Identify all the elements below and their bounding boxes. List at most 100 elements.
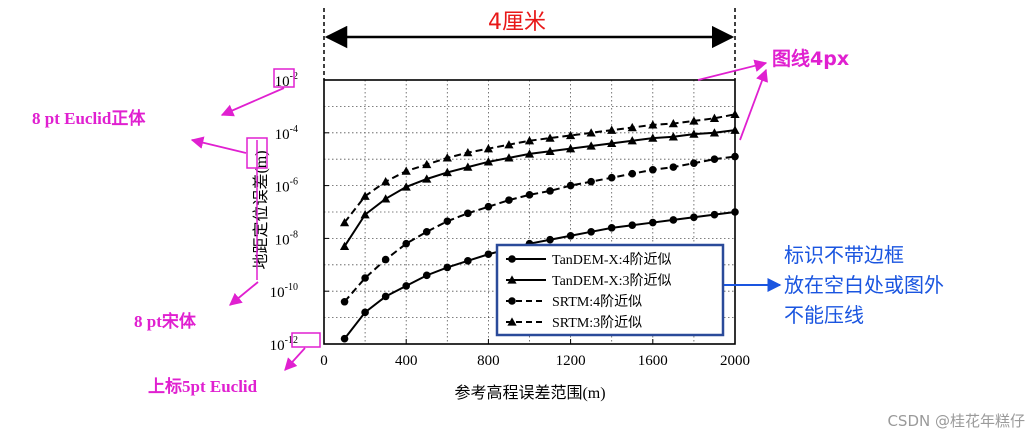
series-point (689, 129, 699, 138)
legend-label: SRTM:3阶近似 (552, 315, 642, 331)
series-point (730, 125, 740, 134)
series-point (689, 116, 699, 125)
series-3 (340, 152, 739, 306)
series-point (710, 155, 719, 163)
series-point (709, 128, 720, 137)
series-point (525, 191, 534, 199)
linewidth-arrow-a (697, 59, 768, 81)
series-point (690, 159, 698, 167)
font-note-8pt-song: 8 pt宋体 (134, 311, 197, 331)
legend-label: TanDEM-X:3阶近似 (552, 273, 672, 289)
series-point (504, 153, 514, 162)
series-point (607, 125, 617, 134)
euclid-arrow-b (190, 136, 247, 154)
series-point (483, 157, 493, 166)
series-point (463, 162, 473, 171)
series-point (381, 177, 391, 186)
legend-note-line-1: 标识不带边框 (784, 243, 904, 267)
series-point (464, 257, 472, 265)
series-point (422, 159, 432, 169)
x-tick-label: 400 (395, 353, 418, 369)
series-point (401, 182, 411, 191)
series-point (422, 228, 431, 236)
legend-marker (507, 275, 517, 284)
series-point (690, 213, 698, 222)
series-1 (340, 208, 739, 343)
width-label: 4厘米 (488, 10, 546, 35)
x-axis-title: 参考高程误差范围(m) (454, 384, 605, 402)
superscript-highlight-bottom (291, 332, 321, 348)
series-point (648, 133, 658, 142)
series-point (401, 166, 411, 175)
series-point (546, 187, 554, 195)
series-point (381, 292, 390, 301)
song-arrow (229, 281, 259, 306)
series-2 (339, 125, 740, 250)
series-point (566, 231, 575, 240)
series-point (709, 113, 720, 122)
series-point (340, 334, 349, 343)
series-point (669, 163, 678, 171)
series-point (339, 217, 350, 227)
series-point (586, 128, 596, 137)
series-point (505, 196, 513, 204)
series-point (586, 141, 596, 150)
series-point (464, 209, 472, 218)
y-tick-label: 10-4 (275, 124, 298, 143)
series-line (343, 155, 736, 303)
series-point (649, 218, 657, 227)
series-point (504, 140, 514, 149)
series-point (381, 194, 391, 203)
series-point (587, 177, 595, 186)
x-tick-labels: 0 400 800 1200 1600 2000 (320, 339, 750, 369)
legend-note-line-3: 不能压线 (784, 303, 864, 327)
series-point (607, 138, 617, 148)
series-point (443, 263, 452, 272)
x-tick-label: 0 (320, 353, 328, 369)
series-point (566, 130, 576, 140)
y-tick-label: 10-12 (270, 335, 298, 354)
watermark: CSDN @桂花年糕仔 (887, 412, 1025, 430)
legend: TanDEM-X:4阶近似 TanDEM-X:3阶近似 SRTM:4阶近似 SRTM:… (495, 243, 725, 337)
series-point (545, 146, 555, 155)
series-point (731, 152, 739, 161)
series-point (649, 165, 657, 174)
series-point (546, 235, 554, 244)
series-point (361, 308, 369, 317)
series-point (442, 167, 452, 177)
legend-marker (508, 255, 516, 263)
series-point (360, 191, 370, 200)
series-point (710, 210, 719, 219)
series-point (524, 136, 535, 145)
series-point (730, 109, 740, 118)
series-point (545, 133, 555, 142)
linewidth-arrow-b (739, 68, 768, 141)
legend-label: SRTM:4阶近似 (552, 294, 642, 310)
series-point (484, 202, 493, 211)
series-point (648, 120, 658, 129)
series-point (627, 136, 637, 145)
series-point (422, 271, 431, 280)
superscript-highlight-top (273, 68, 295, 88)
legend-marker (507, 317, 517, 326)
line-width-note: 图线4px (772, 47, 849, 70)
euclid-arrow-a (220, 87, 285, 117)
y-tick-label: 10-8 (275, 229, 298, 248)
series-point (484, 250, 493, 259)
series-point (340, 297, 349, 306)
series-point (731, 208, 739, 216)
series-point (566, 144, 576, 153)
series-4 (339, 109, 740, 227)
series-point (360, 210, 370, 219)
legend-marker (508, 297, 516, 305)
unit-highlight-box (246, 137, 268, 169)
series-point (402, 239, 411, 248)
y-tick-label: 10-10 (270, 282, 298, 301)
series-point (628, 169, 637, 178)
series-point (483, 144, 493, 153)
font-note-superscript: 上标5pt Euclid (148, 376, 258, 396)
series-point (361, 274, 369, 282)
x-tick-label: 1600 (638, 353, 668, 369)
series-point (524, 149, 535, 158)
